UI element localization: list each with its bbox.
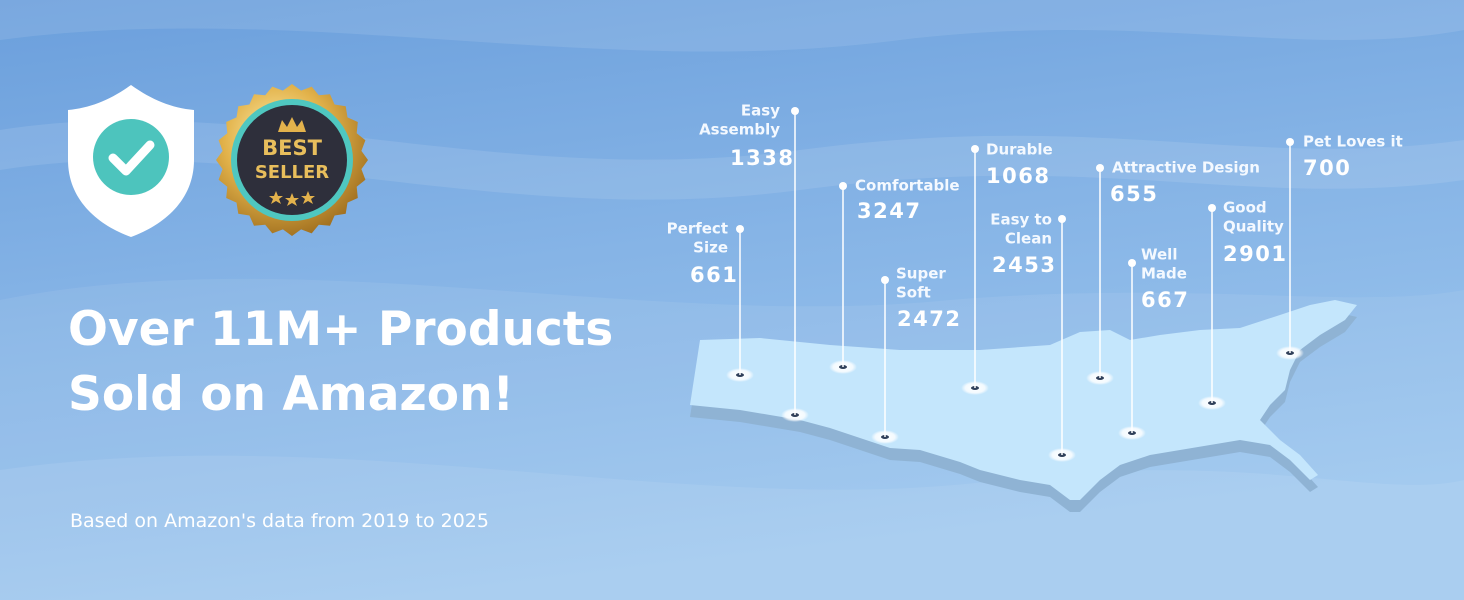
- pin-dot: [1058, 215, 1066, 223]
- pin-dot: [1096, 164, 1104, 172]
- pin: Pet Loves it 700: [1276, 133, 1403, 360]
- pin-label: Size: [693, 239, 728, 257]
- pin-label: Assembly: [699, 121, 780, 139]
- pin-label: Well: [1141, 246, 1177, 264]
- pin-dot: [1128, 259, 1136, 267]
- pin-count: 700: [1303, 156, 1351, 180]
- badge-line: BEST: [262, 136, 322, 160]
- pin-count: 3247: [857, 199, 921, 223]
- pin: Comfortable 3247: [829, 177, 960, 374]
- pin-count: 1068: [986, 164, 1050, 188]
- pin-dot: [1208, 204, 1216, 212]
- pin-dot: [839, 182, 847, 190]
- pin-count: 655: [1110, 182, 1158, 206]
- subtitle: Based on Amazon's data from 2019 to 2025: [70, 510, 489, 532]
- pin-count: 2901: [1223, 242, 1287, 266]
- pin-label: Clean: [1005, 230, 1052, 248]
- pin-label: Pet Loves it: [1303, 133, 1403, 151]
- pin-dot: [1286, 138, 1294, 146]
- pin-count: 2472: [897, 307, 961, 331]
- pin-label: Perfect: [667, 220, 728, 238]
- pin-label: Made: [1141, 265, 1187, 283]
- pin: Attractive Design 655: [1086, 159, 1260, 385]
- pin-count: 1338: [730, 146, 794, 170]
- us-map: [690, 300, 1357, 512]
- headline: Over 11M+ Products: [68, 302, 613, 357]
- pin-count: 667: [1141, 288, 1189, 312]
- pin-label: Easy: [741, 102, 780, 120]
- pin-dot: [971, 145, 979, 153]
- headline: Sold on Amazon!: [68, 367, 514, 422]
- pin-count: 2453: [992, 253, 1056, 277]
- pin-label: Comfortable: [855, 177, 960, 195]
- best-seller-badge: BEST SELLER: [216, 84, 368, 236]
- pin: Durable 1068: [961, 141, 1053, 395]
- pin-label: Attractive Design: [1112, 159, 1260, 177]
- pin-dot: [881, 276, 889, 284]
- pin-label: Super: [896, 265, 946, 283]
- badge-line: SELLER: [255, 162, 329, 183]
- pin-label: Durable: [986, 141, 1053, 159]
- pin-label: Easy to: [990, 211, 1052, 229]
- pin-label: Soft: [896, 284, 931, 302]
- pin-dot: [736, 225, 744, 233]
- pin-dot: [791, 107, 799, 115]
- shield-icon: [68, 85, 194, 237]
- pin-label: Quality: [1223, 218, 1284, 236]
- pin-count: 661: [690, 263, 738, 287]
- pin-label: Good: [1223, 199, 1267, 217]
